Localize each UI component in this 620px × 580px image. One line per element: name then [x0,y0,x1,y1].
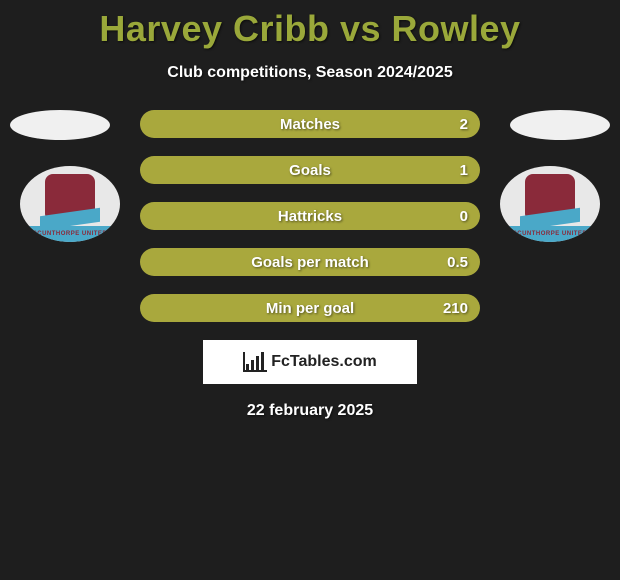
stat-value: 2 [460,116,468,133]
stat-value: 0 [460,208,468,225]
page-title: Harvey Cribb vs Rowley [0,0,620,50]
club-badge-left-text: SCUNTHORPE UNITED [20,226,120,242]
stat-label: Matches [280,116,340,133]
club-badge-right: SCUNTHORPE UNITED [500,166,600,242]
stat-label: Goals per match [251,254,369,271]
stat-value: 1 [460,162,468,179]
stat-value: 0.5 [447,254,468,271]
season-subtitle: Club competitions, Season 2024/2025 [0,64,620,82]
club-badge-left: SCUNTHORPE UNITED [20,166,120,242]
stat-label: Hattricks [278,208,342,225]
player-right-avatar [510,110,610,140]
player-left-avatar [10,110,110,140]
stat-bar-hattricks: Hattricks 0 [140,202,480,230]
stat-bar-goals-per-match: Goals per match 0.5 [140,248,480,276]
stat-value: 210 [443,300,468,317]
stat-bar-matches: Matches 2 [140,110,480,138]
stat-bar-min-per-goal: Min per goal 210 [140,294,480,322]
comparison-date: 22 february 2025 [0,402,620,420]
chart-icon [243,352,267,372]
comparison-content: SCUNTHORPE UNITED SCUNTHORPE UNITED Matc… [0,110,620,420]
fctables-logo[interactable]: FcTables.com [203,340,417,384]
logo-text: FcTables.com [271,353,377,371]
club-badge-right-text: SCUNTHORPE UNITED [500,226,600,242]
stats-list: Matches 2 Goals 1 Hattricks 0 Goals per … [140,110,480,322]
stat-bar-goals: Goals 1 [140,156,480,184]
stat-label: Min per goal [266,300,354,317]
stat-label: Goals [289,162,331,179]
